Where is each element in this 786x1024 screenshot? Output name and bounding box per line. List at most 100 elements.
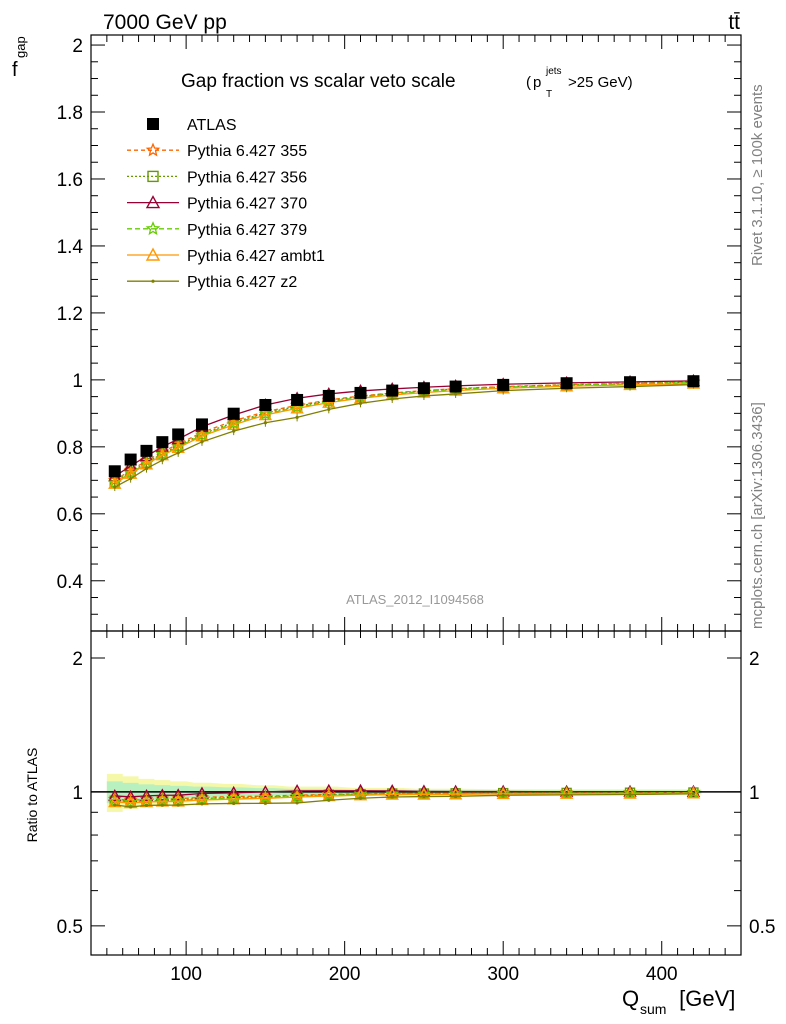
y-axis-label-sub: gap [13, 36, 28, 58]
legend-marker [151, 279, 155, 283]
title-cut-rest: >25 GeV) [568, 74, 633, 91]
chart-marks [91, 373, 741, 812]
legend-item-1: Pythia 6.427 355 [127, 142, 307, 160]
data-point [259, 398, 272, 411]
series-point [176, 451, 180, 455]
series-ratio-point [258, 784, 273, 798]
legend-item-6: Pythia 6.427 z2 [127, 274, 297, 291]
series-ratio-point [108, 789, 122, 802]
data-point [195, 418, 208, 431]
series-ratio-point [358, 796, 363, 800]
header-right: tt̄ [728, 11, 740, 34]
legend-marker [145, 247, 161, 261]
legend-item-2: Pythia 6.427 356 [127, 169, 307, 186]
series-ratio-point [232, 801, 236, 806]
series-ratio-point [327, 798, 331, 802]
x-tick-label: 200 [329, 964, 361, 985]
legend: ATLAS Pythia 6.427 355 Pythia 6.427 356 Pyt… [127, 117, 325, 291]
series-point [295, 415, 299, 419]
series-ratio-line [114, 793, 694, 808]
series-ratio-point [501, 793, 505, 797]
series-line [114, 382, 694, 485]
header-left: 7000 GeV pp [103, 11, 227, 34]
y-axis-label: f gap [12, 36, 28, 81]
data-point [156, 436, 169, 449]
series-ratio-point [496, 786, 510, 800]
y-tick-label: 0.4 [57, 572, 84, 593]
series-point [390, 397, 394, 401]
data-point [497, 378, 510, 391]
legend-label: Pythia 6.427 370 [187, 196, 307, 213]
series-ratio-point [258, 790, 273, 804]
data-point [687, 375, 700, 388]
series-5 [113, 380, 696, 809]
series-point [263, 421, 267, 425]
series-ratio-point [160, 803, 164, 807]
legend-marker [147, 170, 159, 183]
series-ratio-point [422, 794, 426, 799]
series-ratio-point [139, 788, 154, 802]
chart-title: Gap fraction vs scalar veto scale [181, 71, 456, 92]
legend-label: Pythia 6.427 z2 [187, 274, 297, 291]
series-ratio-point [123, 795, 138, 809]
title-cut-sup: jets [545, 66, 562, 77]
y-axis-label-main: f [12, 59, 18, 81]
data-point [140, 444, 153, 457]
main-panel-frame: 0.4 0.6 0.8 1 1.2 1.4 1.6 1.8 2 [57, 34, 742, 645]
legend-label: Pythia 6.427 355 [187, 143, 307, 160]
ratio-tick-label: 0.5 [57, 917, 83, 938]
x-tick-label: 300 [487, 964, 519, 985]
ratio-tick-label: 0.5 [749, 917, 775, 938]
series-ratio-point [295, 801, 299, 805]
analysis-label: ATLAS_2012_I1094568 [346, 592, 484, 607]
ratio-tick-label: 2 [749, 649, 760, 670]
series-ratio-point [559, 786, 574, 799]
series-ratio-point [686, 786, 701, 799]
ratio-plot-area [90, 630, 742, 956]
series-ratio-point [129, 805, 133, 809]
series-point [454, 392, 458, 396]
ratio-axis-label: Ratio to ATLAS [24, 748, 40, 843]
series-ratio-point [390, 795, 394, 799]
series-ratio-point [417, 787, 431, 800]
y-tick-label: 0.8 [57, 438, 83, 459]
series-ratio-point [176, 803, 180, 807]
series-ratio-point [385, 787, 399, 800]
series-ratio-point [454, 794, 458, 798]
x-tick-label: 100 [170, 964, 202, 985]
series-point [113, 485, 117, 489]
series-ratio-point [123, 789, 138, 803]
chart-title-cut: ( p jets T >25 GeV) [526, 66, 633, 100]
legend-label: Pythia 6.427 379 [187, 222, 307, 239]
legend-label: Pythia 6.427 ambt1 [187, 248, 325, 265]
data-point [108, 465, 121, 478]
series-ratio-point [155, 788, 170, 801]
data-point [124, 453, 137, 466]
series-ratio-point [290, 783, 304, 797]
data-point [624, 376, 637, 389]
data-point [417, 382, 430, 395]
legend-item-4: Pythia 6.427 379 [127, 221, 307, 239]
x-axis-label: Q sum [GeV] [622, 986, 735, 1017]
series-ratio-point [200, 802, 204, 806]
series-ratio-point [113, 803, 117, 807]
series-point [129, 477, 133, 481]
series-ratio-point [321, 788, 336, 802]
y-tick-label: 0.6 [57, 505, 83, 526]
title-cut-open: ( [526, 74, 531, 91]
data-point [449, 380, 462, 393]
data-point [322, 389, 335, 402]
legend-item-0: ATLAS [147, 117, 237, 134]
series-ratio-point [155, 793, 170, 807]
x-axis-label-sub: sum [640, 1001, 666, 1017]
series-point [200, 440, 204, 444]
data-point [291, 393, 304, 406]
ratio-tick-label: 2 [72, 649, 83, 670]
y-tick-label: 1 [72, 371, 83, 392]
data-point [354, 386, 367, 399]
x-tick-label: 400 [646, 964, 678, 985]
series-ratio-point [565, 793, 569, 797]
side-label-lower: mcplots.cern.ch [arXiv:1306.3436] [749, 402, 766, 629]
series-point [160, 458, 164, 462]
